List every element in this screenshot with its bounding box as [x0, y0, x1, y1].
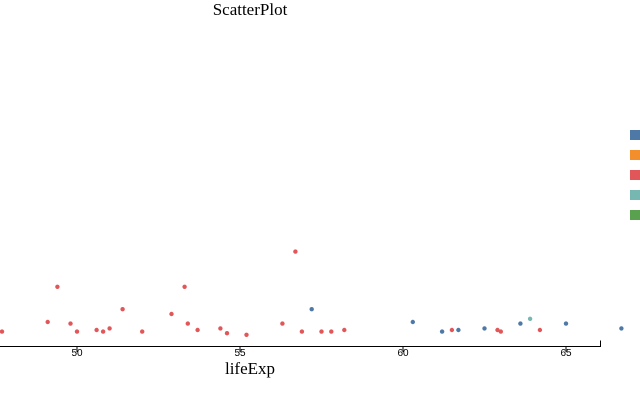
legend-swatch — [630, 150, 640, 160]
data-point — [299, 329, 305, 334]
x-tick-label: 50 — [71, 348, 83, 359]
data-point — [309, 307, 314, 312]
x-axis-label: lifeExp — [225, 359, 275, 378]
legend-swatch — [630, 190, 640, 200]
data-point — [456, 327, 461, 333]
x-axis: 50556065707580 — [0, 340, 601, 359]
data-point — [518, 321, 523, 326]
data-point — [495, 327, 500, 333]
data-point — [342, 327, 347, 333]
data-point — [498, 329, 503, 334]
data-point — [107, 326, 112, 331]
data-point — [329, 329, 334, 334]
plot-area — [0, 249, 624, 337]
x-tick-label: 60 — [397, 348, 409, 359]
data-point — [563, 321, 569, 326]
data-point — [439, 329, 445, 334]
data-point — [244, 332, 249, 337]
data-point — [169, 311, 174, 317]
data-point — [319, 329, 324, 334]
legend-swatch — [630, 170, 640, 180]
legend — [630, 130, 640, 220]
data-point — [45, 319, 50, 325]
data-point — [293, 249, 298, 254]
data-point — [185, 321, 190, 326]
data-point — [619, 326, 624, 331]
chart-title: ScatterPlot — [213, 0, 288, 19]
data-point — [195, 327, 200, 333]
legend-swatch — [630, 210, 640, 220]
data-point — [74, 329, 80, 334]
legend-swatch — [630, 130, 640, 140]
data-point — [94, 327, 99, 333]
data-point — [537, 327, 543, 333]
data-point — [120, 307, 125, 312]
data-point — [482, 326, 487, 331]
data-point — [410, 319, 415, 325]
x-tick-label: 55 — [234, 348, 246, 359]
x-axis-line — [0, 340, 601, 347]
data-point — [182, 284, 187, 289]
data-point — [0, 329, 5, 334]
data-point — [527, 316, 533, 321]
data-point — [140, 329, 145, 334]
data-point — [449, 327, 455, 333]
data-point — [68, 321, 73, 326]
data-point — [100, 329, 106, 334]
data-point — [218, 326, 223, 331]
data-point — [280, 321, 285, 326]
data-point — [224, 331, 230, 336]
data-point — [55, 284, 60, 289]
x-tick-label: 65 — [560, 348, 572, 359]
